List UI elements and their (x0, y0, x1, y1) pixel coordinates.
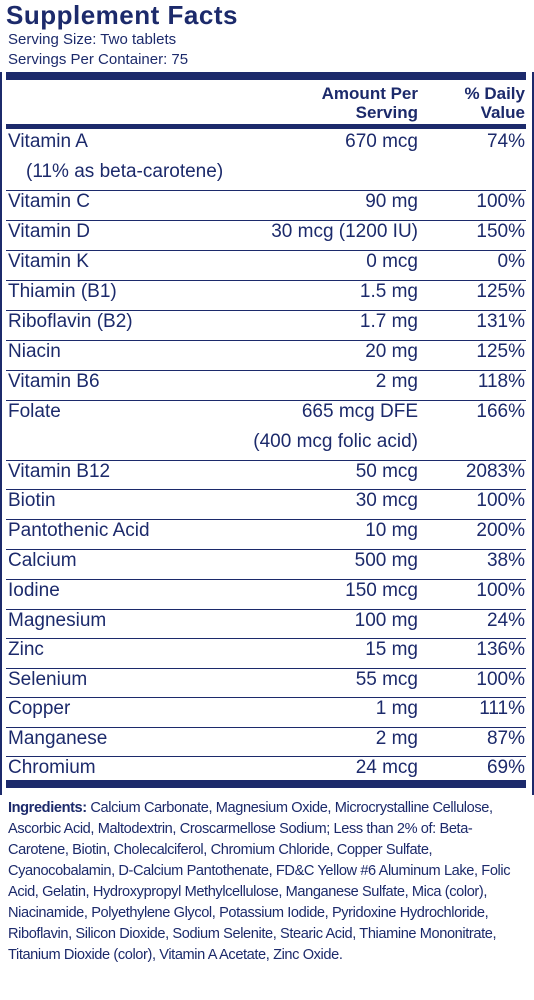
nutrient-daily-value: 24% (486, 610, 525, 631)
row-divider (6, 460, 526, 461)
nutrient-name: Copper (8, 698, 71, 719)
nutrient-name: Magnesium (8, 610, 107, 631)
nutrient-daily-value: 131% (476, 311, 525, 332)
nutrient-name: Niacin (8, 341, 61, 362)
row-divider (6, 668, 526, 669)
nutrient-note: (400 mcg folic acid) (253, 431, 418, 452)
nutrient-amount: 10 mg (365, 520, 418, 541)
ingredients-block: Ingredients: Calcium Carbonate, Magnesiu… (8, 798, 528, 966)
frame-right-border (532, 72, 534, 795)
dv-header-line1: % Daily (464, 84, 525, 103)
header-rule (6, 124, 526, 129)
nutrient-name: Biotin (8, 490, 56, 511)
nutrient-daily-value: 166% (476, 401, 525, 422)
nutrient-note: (11% as beta-carotene) (26, 161, 224, 182)
frame-left-border (0, 72, 2, 795)
nutrient-name: Vitamin D (8, 221, 91, 242)
nutrient-name: Selenium (8, 669, 88, 690)
nutrient-amount: 1.5 mg (359, 281, 418, 302)
servings-per-container: Servings Per Container: 75 (8, 51, 189, 68)
daily-value-header: % Daily Value (465, 84, 525, 122)
nutrient-amount: 2 mg (375, 728, 418, 749)
nutrient-amount: 50 mcg (355, 461, 418, 482)
serving-size: Serving Size: Two tablets (8, 31, 177, 48)
row-divider (6, 220, 526, 221)
row-divider (6, 400, 526, 401)
nutrient-name: Zinc (8, 639, 44, 660)
nutrient-amount: 665 mcg DFE (301, 401, 418, 422)
nutrient-name: Pantothenic Acid (8, 520, 150, 541)
nutrient-daily-value: 100% (476, 490, 525, 511)
nutrient-amount: 30 mcg (355, 490, 418, 511)
nutrient-daily-value: 100% (476, 580, 525, 601)
nutrient-daily-value: 74% (486, 131, 525, 152)
nutrient-daily-value: 125% (476, 281, 525, 302)
nutrient-daily-value: 2083% (465, 461, 525, 482)
nutrient-daily-value: 69% (486, 757, 525, 778)
row-divider (6, 756, 526, 757)
nutrient-name: Calcium (8, 550, 77, 571)
ingredients-label: Ingredients: (8, 800, 87, 816)
row-divider (6, 549, 526, 550)
nutrient-name: Vitamin B12 (8, 461, 111, 482)
nutrient-amount: 30 mcg (1200 IU) (271, 221, 418, 242)
row-divider (6, 310, 526, 311)
nutrient-name: Vitamin K (8, 251, 89, 272)
row-divider (6, 190, 526, 191)
row-divider (6, 609, 526, 610)
row-divider (6, 638, 526, 639)
nutrient-amount: 2 mg (375, 371, 418, 392)
nutrient-daily-value: 150% (476, 221, 525, 242)
nutrient-amount: 24 mcg (355, 757, 418, 778)
nutrient-amount: 15 mg (365, 639, 418, 660)
dv-header-line2: Value (480, 103, 525, 122)
nutrient-name: Vitamin B6 (8, 371, 100, 392)
nutrient-daily-value: 100% (476, 669, 525, 690)
row-divider (6, 727, 526, 728)
row-divider (6, 370, 526, 371)
nutrient-daily-value: 0% (497, 251, 525, 272)
nutrient-daily-value: 118% (477, 371, 525, 392)
nutrient-daily-value: 136% (476, 639, 525, 660)
nutrient-amount: 55 mcg (355, 669, 418, 690)
nutrient-amount: 100 mg (354, 610, 418, 631)
nutrient-amount: 90 mg (365, 191, 418, 212)
nutrient-amount: 0 mcg (366, 251, 418, 272)
top-thick-rule (6, 72, 526, 80)
nutrient-amount: 1.7 mg (359, 311, 418, 332)
nutrient-name: Manganese (8, 728, 108, 749)
nutrient-amount: 150 mcg (345, 580, 418, 601)
nutrient-amount: 500 mg (354, 550, 418, 571)
nutrient-amount: 1 mg (375, 698, 418, 719)
nutrient-name: Folate (8, 401, 61, 422)
amount-per-serving-header: Amount Per Serving (322, 84, 418, 122)
row-divider (6, 519, 526, 520)
nutrient-amount: 20 mg (365, 341, 418, 362)
row-divider (6, 340, 526, 341)
nutrient-daily-value: 200% (476, 520, 525, 541)
row-divider (6, 250, 526, 251)
nutrient-daily-value: 87% (486, 728, 525, 749)
row-divider (6, 280, 526, 281)
nutrient-name: Thiamin (B1) (8, 281, 117, 302)
nutrient-daily-value: 125% (476, 341, 525, 362)
row-divider (6, 489, 526, 490)
nutrient-daily-value: 111% (479, 698, 525, 719)
row-divider (6, 579, 526, 580)
nutrient-name: Chromium (8, 757, 96, 778)
amount-header-line2: Serving (355, 103, 418, 122)
panel-title: Supplement Facts (6, 0, 238, 30)
nutrient-name: Riboflavin (B2) (8, 311, 133, 332)
ingredients-text: Calcium Carbonate, Magnesium Oxide, Micr… (8, 800, 511, 963)
nutrient-name: Iodine (8, 580, 60, 601)
row-divider (6, 697, 526, 698)
bottom-thick-rule (6, 780, 526, 788)
nutrient-name: Vitamin C (8, 191, 91, 212)
nutrient-daily-value: 100% (476, 191, 525, 212)
amount-header-line1: Amount Per (321, 84, 418, 103)
nutrient-amount: 670 mcg (345, 131, 418, 152)
nutrient-name: Vitamin A (8, 131, 88, 152)
nutrient-daily-value: 38% (486, 550, 525, 571)
